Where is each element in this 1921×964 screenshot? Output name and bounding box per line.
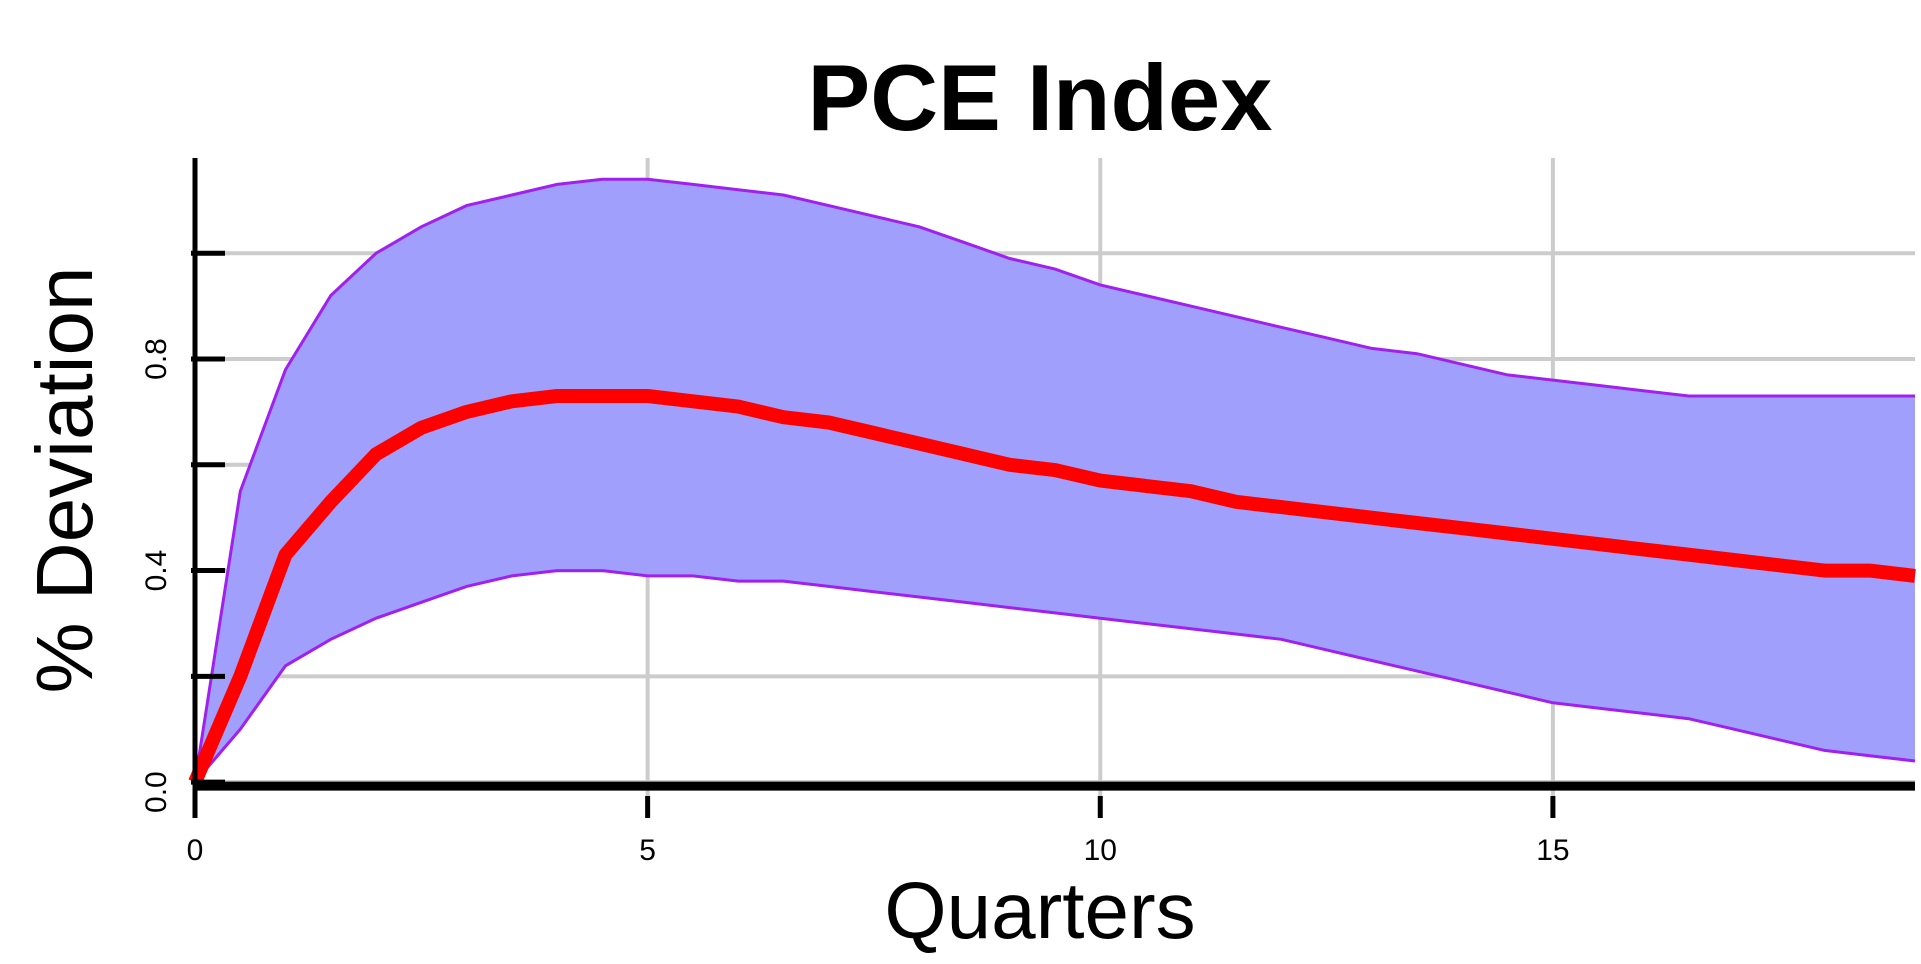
x-axis-ticks: 0 5 10 15 bbox=[187, 796, 1570, 867]
upper-band-line bbox=[193, 177, 1915, 783]
x-tick-label: 0 bbox=[187, 834, 204, 867]
point-estimate-line bbox=[188, 389, 1916, 785]
y-axis-ticks: 0.0 0.4 0.8 bbox=[140, 250, 225, 813]
y-axis-title: % Deviation bbox=[20, 267, 109, 694]
x-axis-title: Quarters bbox=[884, 866, 1195, 955]
y-tick-label: 0.0 bbox=[140, 771, 173, 813]
y-tick-label: 0.4 bbox=[140, 550, 173, 592]
lower-band-line bbox=[193, 569, 1916, 784]
x-tick-label: 5 bbox=[639, 834, 656, 867]
y-tick-label: 0.8 bbox=[140, 338, 173, 380]
x-tick-label: 15 bbox=[1536, 834, 1569, 867]
x-tick-label: 10 bbox=[1084, 834, 1117, 867]
confidence-band bbox=[195, 179, 1915, 783]
chart-title: PCE Index bbox=[808, 45, 1273, 150]
